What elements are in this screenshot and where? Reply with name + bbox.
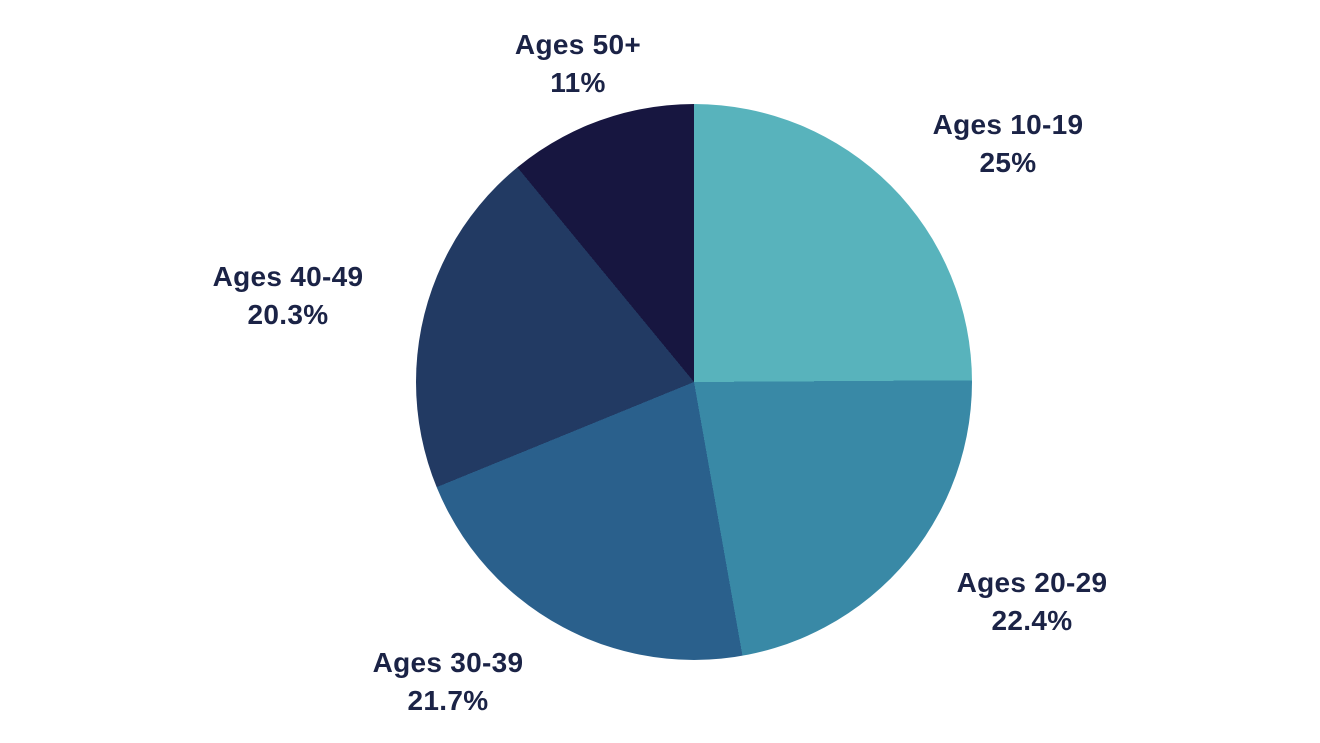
slice-category: Ages 10-19 (932, 109, 1084, 140)
slice-label-ages-40-49: Ages 40-49 20.3% (178, 258, 398, 334)
slice-label-ages-50-plus: Ages 50+ 11% (468, 26, 688, 102)
slice-label-ages-20-29: Ages 20-29 22.4% (922, 564, 1142, 640)
slice-value: 25% (979, 147, 1037, 178)
pie-circle (416, 104, 972, 660)
slice-label-ages-30-39: Ages 30-39 21.7% (338, 644, 558, 720)
slice-value: 21.7% (407, 685, 489, 716)
slice-category: Ages 30-39 (372, 647, 524, 678)
slice-category: Ages 40-49 (212, 261, 364, 292)
slice-value: 11% (550, 67, 606, 98)
slice-label-ages-10-19: Ages 10-19 25% (898, 106, 1118, 182)
slice-value: 20.3% (247, 299, 329, 330)
slice-value: 22.4% (991, 605, 1073, 636)
slice-category: Ages 20-29 (956, 567, 1108, 598)
slice-category: Ages 50+ (514, 29, 642, 60)
